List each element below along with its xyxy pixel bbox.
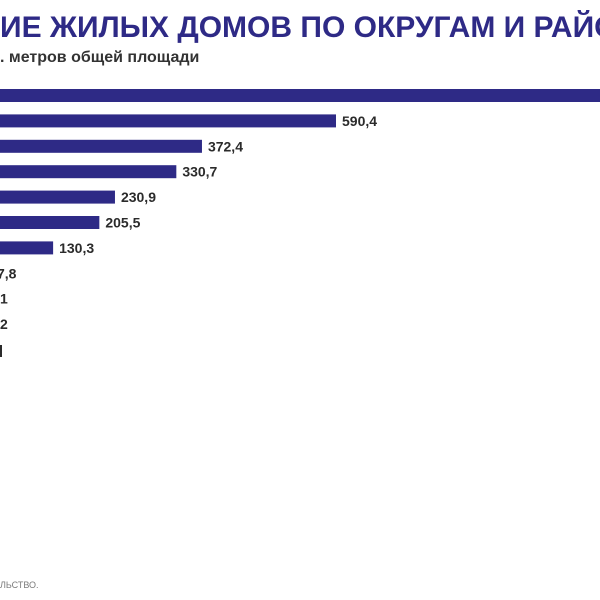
bar-value-label-7: 130,3: [59, 240, 94, 256]
bar-value-label-10: 2: [0, 316, 8, 332]
bar-value-label-8: 7,8: [0, 265, 17, 281]
truncated-value-mark: [0, 345, 2, 357]
bar-value-label-3: 372,4: [208, 138, 243, 154]
bar-value-label-5: 230,9: [121, 189, 156, 205]
bar-value-label-9: 1: [0, 291, 8, 307]
bar-value-label-2: 590,4: [342, 113, 377, 129]
chart-title: ИЕ ЖИЛЫХ ДОМОВ ПО ОКРУГАМ И РАЙОНА: [0, 11, 600, 44]
bar-value-label-6: 205,5: [105, 215, 140, 231]
bar-5: [0, 190, 115, 204]
bar-1: [0, 89, 600, 102]
source-note: ЛЬСТВО.: [0, 580, 39, 590]
bar-value-label-4: 330,7: [182, 164, 217, 180]
bar-2: [0, 114, 336, 128]
chart-subtitle: . метров общей площади: [0, 49, 200, 66]
bar-4: [0, 165, 177, 179]
bar-7: [0, 241, 54, 255]
bar-3: [0, 139, 202, 153]
bar-6: [0, 216, 100, 229]
